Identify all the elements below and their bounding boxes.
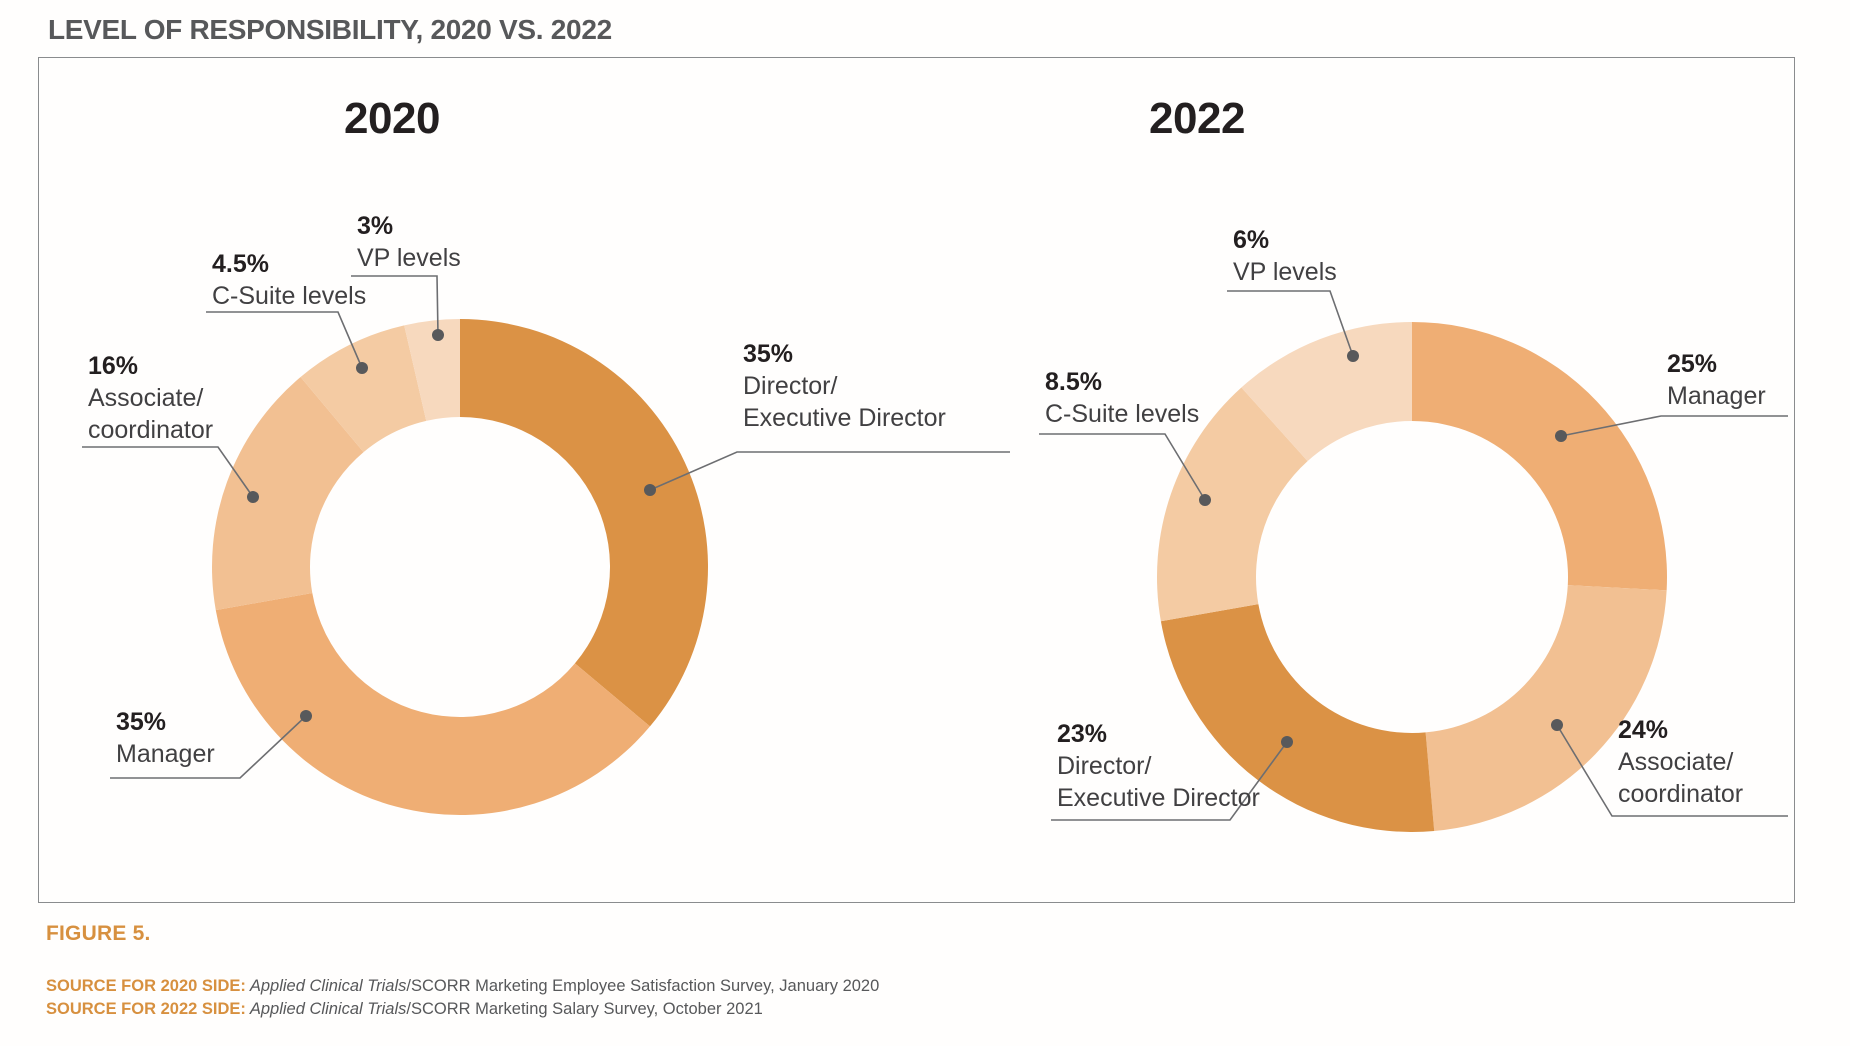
donut-2020-segment-vp-levels bbox=[404, 319, 460, 421]
callout-name-line: coordinator bbox=[1618, 780, 1744, 808]
leader-dot-2022-vp-levels bbox=[1347, 350, 1359, 362]
leader-dot-2020-c-suite-levels bbox=[356, 362, 368, 374]
callout-2022-manager: 25% Manager bbox=[1667, 348, 1766, 412]
callout-2022-associate-coordinator: 24% Associate/coordinator bbox=[1618, 714, 1743, 810]
callout-name-line: VP levels bbox=[1233, 258, 1337, 286]
callout-pct: 35% bbox=[116, 708, 167, 736]
callout-name-line: C-Suite levels bbox=[212, 282, 367, 310]
leader-line-2020-associate-coordinator bbox=[82, 446, 254, 498]
donut-2020-segment-director-executive-director bbox=[460, 319, 708, 727]
leader-dot-2022-associate-coordinator bbox=[1551, 719, 1563, 731]
leader-line-2022-manager bbox=[1560, 415, 1788, 437]
callout-name-line: VP levels bbox=[357, 244, 461, 272]
donut-2022-segment-manager bbox=[1412, 322, 1667, 591]
callout-pct: 6% bbox=[1233, 226, 1270, 254]
donut-2020-segment-associate-coordinator bbox=[211, 377, 364, 611]
donut-2022-segment-c-suite-levels bbox=[1157, 387, 1308, 622]
donut-2022-segment-associate-coordinator bbox=[1425, 585, 1667, 832]
callout-pct: 8.5% bbox=[1045, 368, 1102, 396]
leader-line-2022-vp-levels bbox=[1227, 290, 1354, 357]
callout-name-line: Executive Director bbox=[1057, 784, 1260, 812]
leader-line-2020-director-executive-director bbox=[649, 451, 1010, 491]
callout-2020-vp-levels: 3% VP levels bbox=[357, 210, 461, 274]
leader-dot-2020-associate-coordinator bbox=[247, 491, 259, 503]
source-2022-text: /SCORR Marketing Salary Survey, October … bbox=[406, 1000, 763, 1018]
leader-dot-2020-manager bbox=[300, 710, 312, 722]
callout-name-line: Associate/ bbox=[88, 384, 204, 412]
leader-line-2022-associate-coordinator bbox=[1556, 724, 1788, 817]
chart-title-2020: 2020 bbox=[344, 94, 440, 143]
callout-name-line: coordinator bbox=[88, 416, 214, 444]
page-title: LEVEL OF RESPONSIBILITY, 2020 VS. 2022 bbox=[48, 14, 612, 45]
callout-name-line: Director/ bbox=[1057, 752, 1152, 780]
callout-pct: 3% bbox=[357, 212, 394, 240]
callout-pct: 25% bbox=[1667, 350, 1718, 378]
leader-line-2020-manager bbox=[110, 715, 307, 779]
leader-line-2020-c-suite-levels bbox=[206, 311, 363, 369]
leader-dot-2020-director-executive-director bbox=[644, 484, 656, 496]
callout-name-line: C-Suite levels bbox=[1045, 400, 1200, 428]
callout-2020-c-suite-levels: 4.5% C-Suite levels bbox=[212, 248, 366, 312]
callout-2022-director-executive-director: 23% Director/Executive Director bbox=[1057, 718, 1260, 814]
source-2022-prefix: SOURCE FOR 2022 SIDE: bbox=[46, 1000, 246, 1018]
callout-2020-manager: 35% Manager bbox=[116, 706, 215, 770]
source-2022-publication: Applied Clinical Trials bbox=[245, 1000, 407, 1018]
callout-pct: 35% bbox=[743, 340, 794, 368]
callout-2022-c-suite-levels: 8.5% C-Suite levels bbox=[1045, 366, 1199, 430]
callout-2020-director-executive-director: 35% Director/Executive Director bbox=[743, 338, 946, 434]
leader-line-2022-director-executive-director bbox=[1051, 741, 1288, 821]
donut-2020-segment-c-suite-levels bbox=[300, 325, 427, 453]
callout-pct: 4.5% bbox=[212, 250, 269, 278]
source-line-2022: SOURCE FOR 2022 SIDE: Applied Clinical T… bbox=[46, 1000, 763, 1019]
leader-line-2020-vp-levels bbox=[351, 275, 439, 336]
source-2020-text: /SCORR Marketing Employee Satisfaction S… bbox=[406, 977, 880, 995]
figure-number-label: FIGURE 5. bbox=[46, 922, 151, 945]
donut-2022-segment-vp-levels bbox=[1241, 322, 1412, 462]
leader-dot-2022-c-suite-levels bbox=[1199, 494, 1211, 506]
donut-2022-segment-director-executive-director bbox=[1160, 604, 1435, 832]
callout-pct: 24% bbox=[1618, 716, 1669, 744]
leader-dot-2022-director-executive-director bbox=[1281, 736, 1293, 748]
callout-2022-vp-levels: 6% VP levels bbox=[1233, 224, 1337, 288]
source-2020-publication: Applied Clinical Trials bbox=[245, 977, 407, 995]
donut-2020-segment-manager bbox=[215, 593, 650, 815]
leader-dot-2020-vp-levels bbox=[432, 329, 444, 341]
callout-name-line: Associate/ bbox=[1618, 748, 1734, 776]
callout-2020-associate-coordinator: 16% Associate/coordinator bbox=[88, 350, 213, 446]
callout-pct: 16% bbox=[88, 352, 139, 380]
source-line-2020: SOURCE FOR 2020 SIDE: Applied Clinical T… bbox=[46, 977, 879, 996]
callout-name-line: Director/ bbox=[743, 372, 838, 400]
source-2020-prefix: SOURCE FOR 2020 SIDE: bbox=[46, 977, 246, 995]
chart-title-2022: 2022 bbox=[1149, 94, 1245, 143]
leader-dot-2022-manager bbox=[1555, 430, 1567, 442]
callout-name-line: Executive Director bbox=[743, 404, 946, 432]
callout-name-line: Manager bbox=[1667, 382, 1766, 410]
callout-pct: 23% bbox=[1057, 720, 1108, 748]
callout-name-line: Manager bbox=[116, 740, 215, 768]
leader-line-2022-c-suite-levels bbox=[1039, 433, 1206, 501]
